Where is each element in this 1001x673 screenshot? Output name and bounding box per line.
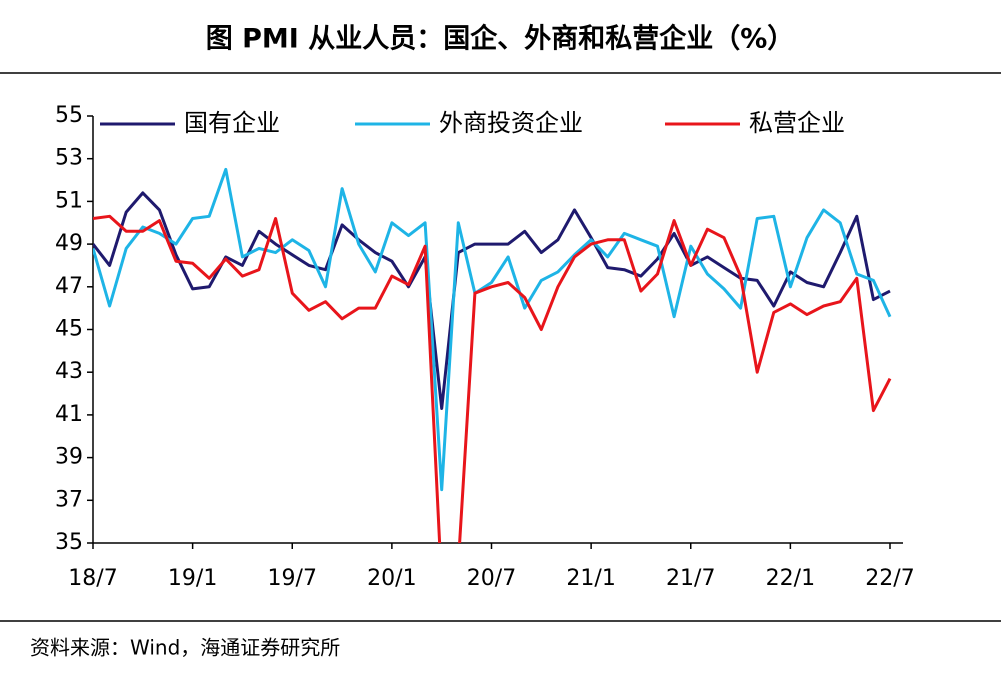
y-tick-label: 43 xyxy=(55,359,83,384)
x-tick-label: 20/1 xyxy=(367,566,416,591)
y-tick-label: 37 xyxy=(55,487,83,512)
x-tick-label: 19/1 xyxy=(168,566,217,591)
x-tick-label: 22/1 xyxy=(766,566,815,591)
x-tick-label: 20/7 xyxy=(467,566,516,591)
y-tick-label: 55 xyxy=(55,103,83,128)
legend-label: 私营企业 xyxy=(749,109,845,137)
y-tick-label: 39 xyxy=(55,445,83,470)
y-tick-label: 49 xyxy=(55,231,83,256)
x-tick-label: 21/1 xyxy=(566,566,615,591)
y-tick-label: 47 xyxy=(55,274,83,299)
series-line xyxy=(93,167,892,492)
y-tick-label: 53 xyxy=(55,146,83,171)
x-tick-label: 21/7 xyxy=(666,566,715,591)
y-tick-label: 35 xyxy=(55,530,83,555)
series-line xyxy=(93,191,891,410)
chart-title: 图 PMI 从业人员：国企、外商和私营企业（%） xyxy=(206,23,795,55)
x-tick-label: 19/7 xyxy=(268,566,317,591)
y-tick-label: 45 xyxy=(55,317,83,342)
y-tick-label: 51 xyxy=(55,188,83,213)
y-tick-label: 41 xyxy=(55,402,83,427)
x-tick-label: 18/7 xyxy=(68,566,117,591)
source-note: 资料来源：Wind，海通证券研究所 xyxy=(30,636,340,660)
series-line xyxy=(93,214,892,543)
x-tick-label: 22/7 xyxy=(865,566,914,591)
legend-label: 外商投资企业 xyxy=(439,109,583,137)
legend-label: 国有企业 xyxy=(184,109,280,137)
